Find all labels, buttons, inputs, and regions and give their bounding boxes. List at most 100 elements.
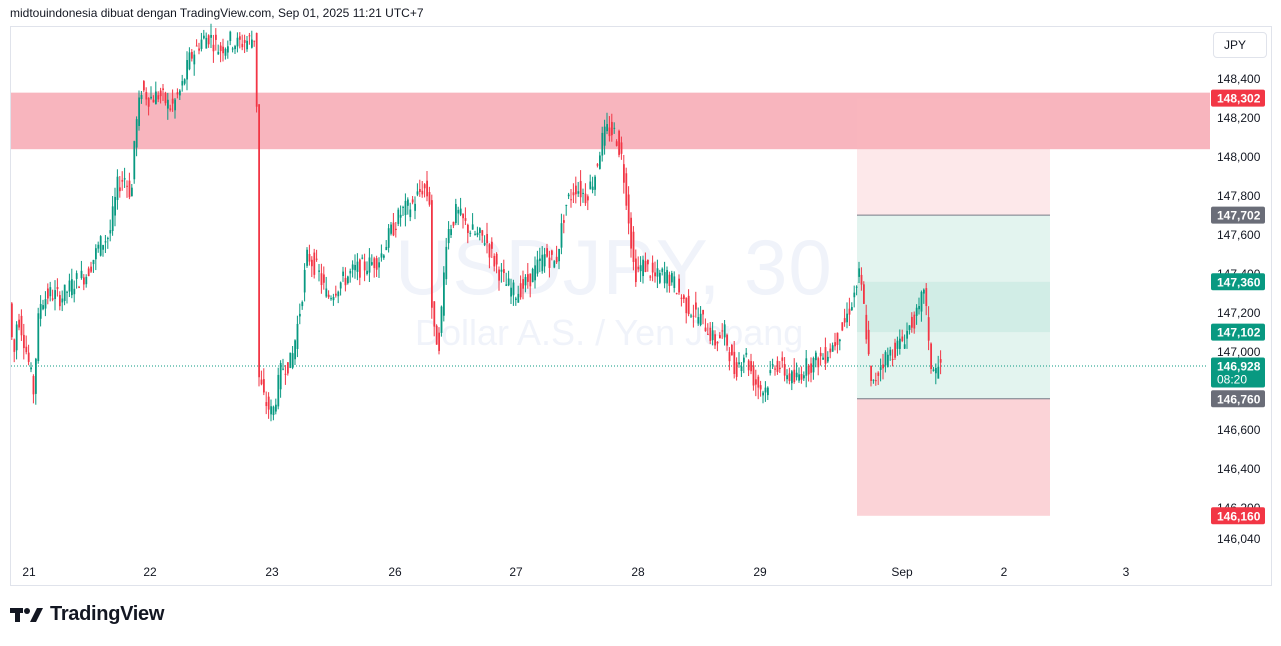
chart-header-text: midtouindonesia dibuat dengan TradingVie… xyxy=(10,6,424,20)
candle-body xyxy=(791,371,793,384)
candle-body xyxy=(620,142,623,154)
y-axis-tick-label: 147,800 xyxy=(1217,189,1261,203)
x-axis-tick-label: 27 xyxy=(509,565,523,579)
symbol-description-watermark: Dollar A.S. / Yen Jepang xyxy=(415,312,804,353)
candle-body xyxy=(383,255,385,258)
candle-body xyxy=(419,189,421,193)
candle-body xyxy=(565,204,568,206)
candle-body xyxy=(327,294,330,298)
candle-body xyxy=(733,351,736,374)
candle-body xyxy=(894,342,896,358)
candle-body xyxy=(711,330,714,341)
candle-body xyxy=(651,262,654,273)
candle-body xyxy=(241,43,244,48)
candle-body xyxy=(85,276,88,285)
candle-body xyxy=(884,352,887,366)
candle-body xyxy=(639,265,642,272)
candle-body xyxy=(215,34,217,40)
candle-body xyxy=(123,178,126,180)
candle-body xyxy=(839,339,841,342)
candle-body xyxy=(889,349,892,356)
candle-body xyxy=(932,369,935,371)
candle-body xyxy=(572,192,575,196)
candle-body xyxy=(447,229,450,244)
candle-body xyxy=(563,220,565,223)
candle-body xyxy=(601,132,604,156)
candle-body xyxy=(611,121,613,136)
candle-body xyxy=(284,373,287,375)
candle-body xyxy=(188,52,191,70)
candle-body xyxy=(507,278,510,286)
candle-body xyxy=(517,293,520,303)
candle-body xyxy=(687,295,690,315)
candle-body xyxy=(349,270,352,274)
candle-body xyxy=(375,258,378,270)
candle-body xyxy=(584,193,587,204)
candle-body xyxy=(421,190,424,195)
candle-body xyxy=(529,273,532,287)
candle-body xyxy=(819,352,822,357)
candle-body xyxy=(879,367,882,370)
candle-body xyxy=(872,379,875,381)
candle-body xyxy=(860,274,863,285)
candle-body xyxy=(450,229,452,236)
candle-body xyxy=(623,164,625,183)
candle-body xyxy=(287,362,289,374)
candle-body xyxy=(668,274,671,286)
candle-body xyxy=(541,254,544,272)
candle-body xyxy=(606,124,608,132)
candle-body xyxy=(891,358,894,360)
candle-body xyxy=(455,204,457,224)
candle-body xyxy=(675,293,678,295)
candle-body xyxy=(491,241,493,249)
candle-body xyxy=(11,303,13,338)
currency-selector[interactable]: JPY xyxy=(1213,32,1267,58)
candle-body xyxy=(534,265,536,281)
candle-body xyxy=(239,36,241,40)
candle-body xyxy=(743,357,745,363)
candle-body xyxy=(330,298,332,300)
candle-body xyxy=(174,99,176,111)
candle-body xyxy=(481,230,484,236)
candle-body xyxy=(752,365,755,386)
candle-body xyxy=(42,305,44,310)
candle-body xyxy=(788,373,791,381)
candle-body xyxy=(32,376,35,395)
tradingview-logo[interactable]: TradingView xyxy=(10,603,164,626)
candle-body xyxy=(661,268,664,272)
candle-body xyxy=(587,196,589,201)
candle-body xyxy=(498,269,500,281)
candle-body xyxy=(464,218,467,221)
candle-body xyxy=(109,230,112,234)
price-label-badge xyxy=(1211,206,1265,224)
candle-body xyxy=(738,362,740,365)
candle-body xyxy=(56,286,59,290)
candle-body xyxy=(723,324,726,338)
candle-body xyxy=(524,277,527,286)
candle-body xyxy=(827,356,829,362)
candle-body xyxy=(673,276,676,288)
candle-body xyxy=(805,358,808,376)
candle-body xyxy=(416,191,419,195)
x-axis-tick-label: 2 xyxy=(1001,565,1008,579)
candle-body xyxy=(217,51,220,55)
candle-body xyxy=(294,340,296,360)
candle-body xyxy=(505,284,508,286)
candle-body xyxy=(495,253,498,265)
candle-body xyxy=(855,286,858,288)
candle-body xyxy=(536,259,539,274)
candle-body xyxy=(51,298,54,300)
x-axis-tick-label: 21 xyxy=(22,565,36,579)
candle-body xyxy=(203,35,205,39)
candle-body xyxy=(205,37,208,49)
candle-body xyxy=(311,259,313,267)
candle-body xyxy=(853,292,856,298)
candle-body xyxy=(476,232,479,236)
candle-body xyxy=(128,180,131,198)
candle-body xyxy=(385,246,388,251)
candle-body xyxy=(152,99,155,103)
candle-body xyxy=(716,341,719,344)
candle-body xyxy=(253,40,256,42)
candle-body xyxy=(255,32,258,107)
